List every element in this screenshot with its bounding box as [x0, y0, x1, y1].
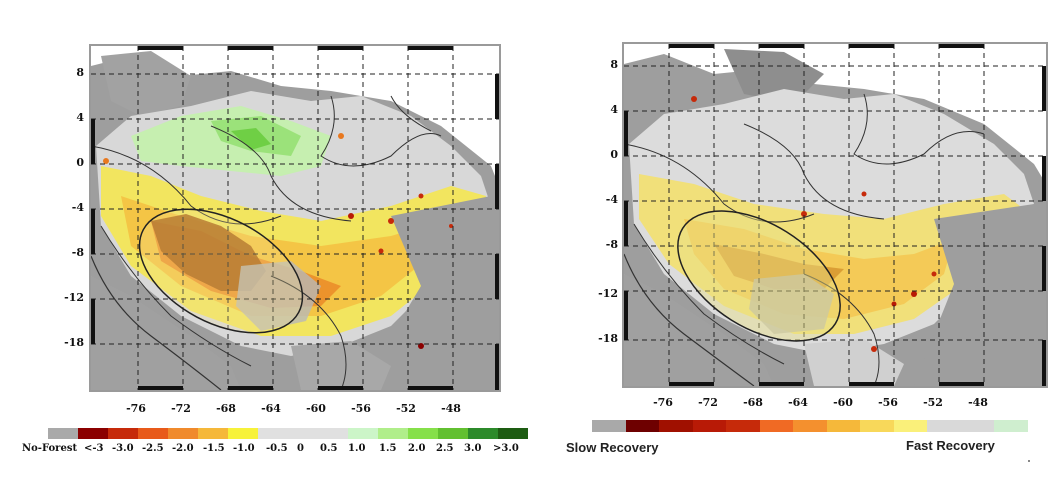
left-colorbar-cell — [498, 428, 528, 439]
left-colorbar-label: -2.0 — [172, 443, 194, 454]
left-colorbar-cell — [348, 428, 378, 439]
left-colorbar-label: 1.0 — [348, 443, 366, 454]
left-colorbar-cell — [438, 428, 468, 439]
right-colorbar-cell — [625, 420, 660, 432]
left-colorbar-label: 2.0 — [408, 443, 426, 454]
left-colorbar-cell — [168, 428, 198, 439]
right-ytick-m8: -8 — [605, 238, 618, 251]
right-xtick-m68: -68 — [743, 396, 763, 409]
right-xtick-m52: -52 — [923, 396, 943, 409]
left-colorbar-cell — [108, 428, 138, 439]
right-colorbar-cell — [994, 420, 1028, 432]
right-colorbar-cell — [960, 420, 995, 432]
right-map-panel: 8 4 0 -4 -8 -12 -18 -76 -72 -68 -64 -60 … — [540, 0, 1059, 479]
left-colorbar-cell — [48, 428, 78, 439]
left-colorbar-label: -3.0 — [112, 443, 134, 454]
right-map-image — [624, 44, 1046, 386]
left-colorbar-cell — [78, 428, 108, 439]
left-xtick-m68: -68 — [216, 402, 236, 415]
left-xtick-m76: -76 — [126, 402, 146, 415]
left-colorbar-label: -0.5 — [266, 443, 288, 454]
left-xtick-m64: -64 — [261, 402, 281, 415]
left-colorbar-label: 2.5 — [436, 443, 454, 454]
left-colorbar-label: 0 — [297, 443, 304, 454]
right-colorbar-cell — [860, 420, 894, 432]
right-colorbar-cell — [826, 420, 861, 432]
right-xtick-m56: -56 — [878, 396, 898, 409]
right-xtick-m60: -60 — [833, 396, 853, 409]
right-xtick-m64: -64 — [788, 396, 808, 409]
left-xtick-m60: -60 — [306, 402, 326, 415]
left-xtick-m72: -72 — [171, 402, 191, 415]
left-highlight-ellipse — [138, 208, 304, 334]
right-colorbar-cell — [759, 420, 794, 432]
left-ytick-m8: -8 — [71, 246, 84, 259]
right-ytick-m18: -18 — [598, 332, 618, 345]
left-colorbar-cell — [468, 428, 498, 439]
left-colorbar — [48, 428, 528, 439]
left-colorbar-label: -1.0 — [233, 443, 255, 454]
left-colorbar-label: 1.5 — [379, 443, 397, 454]
right-colorbar-cell — [893, 420, 928, 432]
right-ytick-0: 0 — [610, 148, 618, 161]
left-ytick-m4: -4 — [71, 201, 84, 214]
left-map-image — [91, 46, 499, 390]
right-ytick-8: 8 — [610, 58, 618, 71]
corner-dot — [1028, 460, 1030, 462]
left-colorbar-cell — [408, 428, 438, 439]
right-colorbar-cell — [726, 420, 760, 432]
right-colorbar-cell — [592, 420, 626, 432]
right-colorbar-cell — [692, 420, 727, 432]
left-colorbar-label: 0.5 — [320, 443, 338, 454]
right-ytick-m12: -12 — [598, 287, 618, 300]
right-ytick-m4: -4 — [605, 193, 618, 206]
left-colorbar-label: -1.5 — [203, 443, 225, 454]
left-colorbar-label: No-Forest — [22, 443, 78, 454]
right-ytick-4: 4 — [610, 103, 618, 116]
left-colorbar-label: -2.5 — [142, 443, 164, 454]
left-colorbar-cell — [138, 428, 168, 439]
left-ytick-8: 8 — [76, 66, 84, 79]
right-highlight-ellipse — [677, 210, 841, 342]
left-colorbar-cell — [288, 428, 318, 439]
right-map — [622, 42, 1048, 388]
left-ytick-0: 0 — [76, 156, 84, 169]
right-colorbar-cell — [793, 420, 827, 432]
right-xtick-m72: -72 — [698, 396, 718, 409]
left-xtick-m52: -52 — [396, 402, 416, 415]
left-colorbar-label: >3.0 — [493, 443, 519, 454]
right-colorbar-cell — [927, 420, 961, 432]
right-colorbar — [592, 420, 1028, 432]
left-ytick-4: 4 — [76, 111, 84, 124]
slow-recovery-label: Slow Recovery — [566, 440, 659, 455]
left-colorbar-cell — [378, 428, 408, 439]
left-colorbar-cell — [258, 428, 288, 439]
left-xtick-m48: -48 — [441, 402, 461, 415]
left-colorbar-label: <-3 — [84, 443, 104, 454]
left-map — [89, 44, 501, 392]
right-colorbar-cell — [659, 420, 693, 432]
left-colorbar-label: 3.0 — [464, 443, 482, 454]
right-xtick-m76: -76 — [653, 396, 673, 409]
left-colorbar-cell — [228, 428, 258, 439]
left-ytick-m18: -18 — [64, 336, 84, 349]
left-map-panel: 8 4 0 -4 -8 -12 -18 -76 -72 -68 -64 -60 … — [22, 44, 528, 454]
left-colorbar-cell — [198, 428, 228, 439]
left-xtick-m56: -56 — [351, 402, 371, 415]
left-colorbar-cell — [318, 428, 348, 439]
fast-recovery-label: Fast Recovery — [906, 438, 995, 453]
left-ytick-m12: -12 — [64, 291, 84, 304]
right-xtick-m48: -48 — [968, 396, 988, 409]
